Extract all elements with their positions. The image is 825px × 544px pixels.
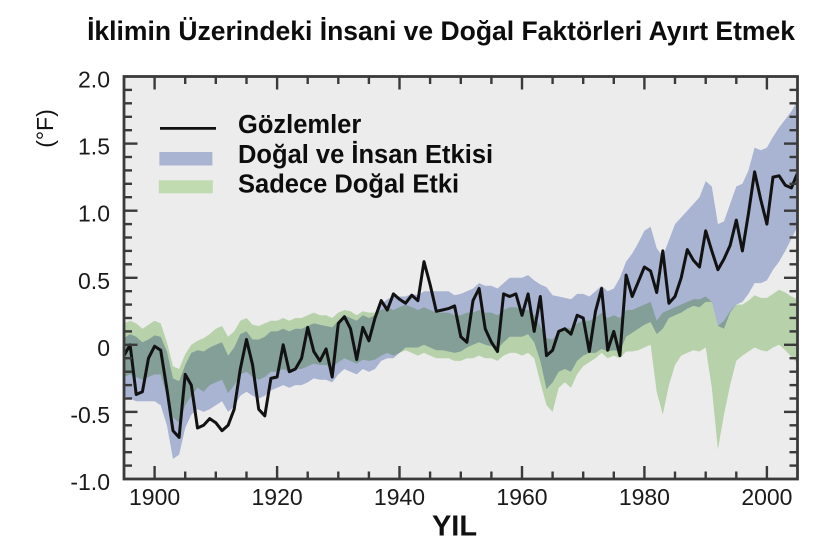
svg-text:2000: 2000 <box>741 484 792 510</box>
svg-text:Doğal ve İnsan Etkisi: Doğal ve İnsan Etkisi <box>238 141 493 169</box>
svg-text:YIL: YIL <box>432 511 477 543</box>
svg-text:1980: 1980 <box>619 484 670 510</box>
svg-text:0.5: 0.5 <box>78 268 110 294</box>
svg-text:İklimin Üzerindeki İnsani ve D: İklimin Üzerindeki İnsani ve Doğal Faktö… <box>87 16 795 46</box>
svg-text:1960: 1960 <box>496 484 547 510</box>
svg-text:2.0: 2.0 <box>78 67 110 93</box>
svg-text:1.5: 1.5 <box>78 134 110 160</box>
svg-text:1900: 1900 <box>129 484 180 510</box>
svg-text:(°F): (°F) <box>32 109 58 148</box>
svg-text:1940: 1940 <box>374 484 425 510</box>
svg-text:Gözlemler: Gözlemler <box>238 111 361 139</box>
svg-text:1920: 1920 <box>252 484 303 510</box>
svg-text:1.0: 1.0 <box>78 201 110 227</box>
svg-text:0: 0 <box>97 335 110 361</box>
svg-text:-1.0: -1.0 <box>70 469 110 495</box>
svg-text:Sadece Doğal Etki: Sadece Doğal Etki <box>238 171 459 199</box>
svg-text:-0.5: -0.5 <box>70 402 110 428</box>
